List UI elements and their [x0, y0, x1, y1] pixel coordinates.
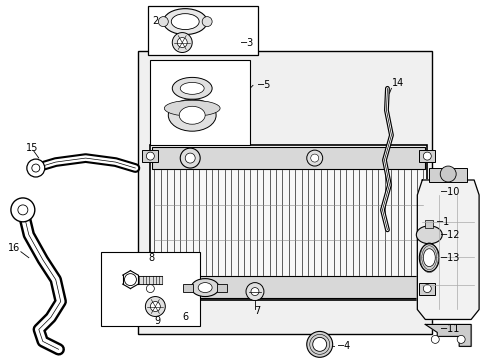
Text: 2: 2: [152, 15, 159, 26]
Bar: [429, 168, 467, 182]
Bar: [419, 283, 435, 294]
Text: 16: 16: [8, 243, 20, 253]
Bar: [138, 50, 432, 334]
Circle shape: [423, 285, 431, 293]
Ellipse shape: [164, 100, 220, 116]
Bar: [152, 147, 425, 169]
Bar: [152, 276, 425, 298]
Circle shape: [457, 336, 465, 343]
Ellipse shape: [191, 279, 219, 297]
Text: −12: −12: [440, 230, 461, 240]
Circle shape: [124, 274, 136, 285]
Polygon shape: [417, 180, 479, 319]
Text: 7: 7: [254, 306, 260, 316]
Circle shape: [440, 166, 456, 182]
Bar: [143, 283, 158, 294]
Circle shape: [246, 283, 264, 301]
Ellipse shape: [198, 283, 212, 293]
Text: −3: −3: [240, 37, 254, 48]
Circle shape: [147, 152, 154, 160]
Text: 6: 6: [182, 312, 188, 323]
Bar: [150, 60, 250, 145]
Ellipse shape: [172, 14, 199, 30]
Circle shape: [307, 332, 333, 357]
Ellipse shape: [202, 17, 212, 27]
Circle shape: [11, 198, 35, 222]
Circle shape: [150, 302, 160, 311]
Circle shape: [251, 288, 259, 296]
Circle shape: [180, 148, 200, 168]
Text: −5: −5: [257, 80, 271, 90]
Circle shape: [307, 150, 323, 166]
Text: 15: 15: [26, 143, 38, 153]
Text: 8: 8: [148, 253, 154, 263]
Circle shape: [185, 153, 195, 163]
Circle shape: [311, 154, 319, 162]
Bar: [183, 284, 193, 292]
Bar: [150, 145, 427, 300]
Text: −1: −1: [436, 217, 450, 227]
Ellipse shape: [172, 77, 212, 99]
Bar: [217, 284, 227, 292]
Ellipse shape: [419, 244, 439, 272]
Ellipse shape: [158, 17, 168, 27]
Ellipse shape: [180, 82, 204, 94]
Circle shape: [313, 337, 327, 351]
Text: 9: 9: [154, 316, 160, 327]
Bar: [425, 220, 433, 228]
Text: −13: −13: [440, 253, 461, 263]
Text: −11: −11: [440, 324, 461, 334]
Ellipse shape: [179, 106, 205, 124]
Ellipse shape: [168, 99, 216, 131]
Circle shape: [423, 152, 431, 160]
Circle shape: [146, 297, 165, 316]
Bar: [419, 150, 435, 162]
Ellipse shape: [416, 226, 442, 244]
Circle shape: [177, 37, 187, 48]
Text: −4: −4: [337, 341, 351, 351]
Bar: [143, 150, 158, 162]
Polygon shape: [425, 324, 471, 346]
Ellipse shape: [163, 9, 207, 35]
Text: −10: −10: [440, 187, 461, 197]
Circle shape: [172, 32, 192, 53]
Text: 14: 14: [392, 78, 405, 88]
Circle shape: [147, 285, 154, 293]
Ellipse shape: [423, 249, 435, 267]
Circle shape: [431, 336, 439, 343]
Bar: [100, 252, 200, 327]
Circle shape: [27, 159, 45, 177]
Bar: [148, 6, 258, 55]
